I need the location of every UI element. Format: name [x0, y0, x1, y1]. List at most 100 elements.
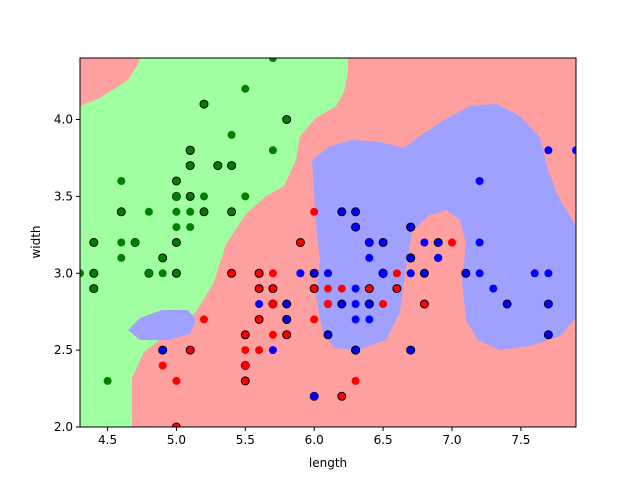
data-point	[200, 192, 208, 201]
data-point	[351, 376, 360, 385]
data-point	[254, 314, 264, 324]
data-point	[227, 130, 236, 139]
data-point	[255, 346, 264, 355]
data-point	[268, 346, 277, 355]
data-point	[419, 268, 429, 278]
y-axis-label: width	[29, 225, 43, 258]
data-point	[282, 115, 292, 124]
data-point	[171, 268, 181, 278]
data-point	[185, 145, 195, 155]
data-point	[268, 300, 277, 308]
data-point	[282, 314, 292, 324]
plot-frame	[79, 57, 577, 428]
data-point	[172, 223, 181, 232]
data-point	[186, 207, 195, 216]
x-tick-label: 6.0	[305, 433, 324, 447]
data-point	[80, 269, 84, 278]
x-tick-label: 6.5	[374, 433, 393, 447]
scatter-points	[80, 58, 576, 427]
data-point	[241, 346, 250, 355]
data-point	[213, 161, 223, 171]
data-point	[171, 176, 181, 186]
data-point	[324, 269, 332, 278]
data-point	[544, 269, 553, 278]
data-point	[365, 238, 374, 247]
data-point	[172, 207, 181, 216]
data-point	[378, 238, 388, 247]
x-tick-label: 7.5	[511, 433, 530, 447]
data-point	[364, 284, 374, 294]
data-point	[337, 391, 347, 401]
data-point	[543, 299, 553, 309]
data-point	[544, 146, 553, 155]
data-point	[268, 330, 277, 339]
data-point	[379, 269, 388, 278]
data-point	[351, 284, 360, 293]
data-point	[337, 207, 347, 217]
data-point	[200, 315, 208, 324]
data-point	[448, 238, 456, 247]
data-point	[171, 238, 181, 247]
data-point	[337, 299, 347, 309]
data-point	[227, 207, 237, 217]
data-point	[186, 223, 195, 232]
data-point	[392, 284, 402, 294]
data-point	[185, 345, 195, 355]
data-point	[144, 269, 153, 278]
data-point	[268, 146, 277, 155]
y-tick-label: 4.0	[54, 113, 73, 127]
data-point	[144, 207, 153, 216]
data-point	[172, 376, 181, 385]
data-point	[158, 269, 167, 278]
data-point	[89, 284, 99, 294]
data-point	[117, 238, 126, 247]
y-tick-label: 2.5	[54, 343, 73, 357]
x-axis: 4.5 5.0 5.5 6.0 6.5 7.0 7.5	[98, 427, 530, 447]
data-point	[489, 284, 498, 293]
data-point	[199, 207, 209, 217]
data-point	[310, 392, 319, 401]
data-point	[392, 269, 401, 278]
data-point	[406, 222, 416, 232]
region-blue-small	[128, 310, 196, 340]
data-point	[351, 345, 361, 355]
y-tick-label: 2.0	[54, 420, 73, 434]
data-point	[255, 300, 264, 308]
data-point	[268, 269, 277, 278]
data-point	[268, 284, 278, 294]
data-point	[323, 330, 333, 340]
data-point	[365, 315, 374, 324]
data-point	[475, 177, 484, 185]
data-point	[172, 192, 181, 201]
x-tick-label: 4.5	[98, 433, 117, 447]
data-point	[433, 238, 443, 247]
data-point	[337, 284, 346, 293]
data-point	[282, 330, 292, 340]
data-point	[406, 269, 415, 278]
y-tick-label: 3.0	[54, 266, 73, 280]
data-point	[475, 238, 484, 247]
data-point	[241, 84, 250, 93]
data-point	[116, 207, 126, 217]
data-point	[158, 345, 168, 355]
y-axis: 2.0 2.5 3.0 3.5 4.0	[54, 113, 80, 434]
data-point	[475, 269, 484, 278]
data-point	[406, 253, 416, 263]
data-point	[103, 376, 112, 385]
data-point	[530, 269, 539, 278]
data-point	[199, 99, 209, 109]
data-point	[502, 299, 512, 309]
data-point	[185, 161, 195, 171]
data-point	[117, 253, 126, 262]
data-point	[309, 268, 319, 278]
data-point	[254, 284, 264, 294]
data-point	[241, 192, 250, 201]
data-point	[543, 330, 553, 340]
data-point	[434, 253, 443, 262]
data-point	[240, 330, 250, 340]
data-point	[282, 299, 292, 309]
x-axis-label: length	[309, 456, 347, 470]
data-point	[324, 284, 332, 293]
data-point	[158, 361, 167, 370]
